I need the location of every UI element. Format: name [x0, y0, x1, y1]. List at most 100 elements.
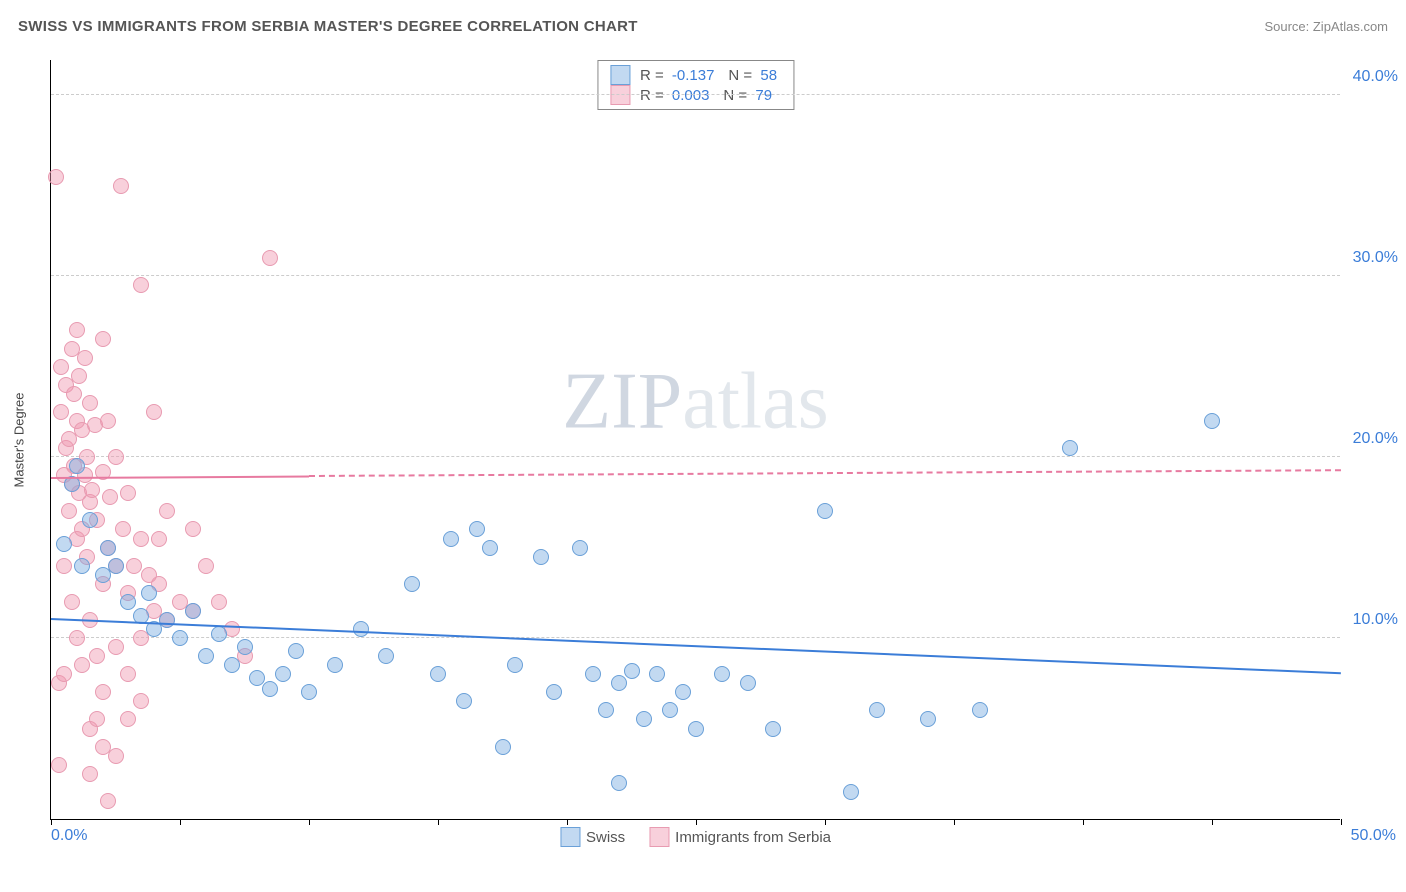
x-tick-label: 0.0% — [51, 827, 87, 845]
series-legend: Swiss Immigrants from Serbia — [560, 827, 831, 847]
scatter-point — [327, 657, 343, 673]
legend-swatch — [610, 65, 630, 85]
scatter-point — [113, 178, 129, 194]
scatter-point — [100, 540, 116, 556]
scatter-point — [740, 675, 756, 691]
scatter-point — [100, 413, 116, 429]
x-tick — [180, 819, 181, 825]
watermark: ZIPatlas — [562, 356, 829, 447]
scatter-point — [82, 395, 98, 411]
scatter-point — [84, 482, 100, 498]
scatter-point — [56, 666, 72, 682]
scatter-point — [95, 684, 111, 700]
scatter-point — [66, 386, 82, 402]
scatter-point — [108, 748, 124, 764]
scatter-point — [120, 666, 136, 682]
scatter-point — [456, 693, 472, 709]
scatter-point — [843, 784, 859, 800]
scatter-point — [82, 766, 98, 782]
scatter-point — [611, 775, 627, 791]
scatter-point — [56, 536, 72, 552]
scatter-point — [430, 666, 446, 682]
scatter-point — [108, 449, 124, 465]
scatter-point — [972, 702, 988, 718]
scatter-point — [151, 531, 167, 547]
x-tick — [696, 819, 697, 825]
x-tick — [1083, 819, 1084, 825]
scatter-point — [301, 684, 317, 700]
y-tick-label: 20.0% — [1353, 430, 1398, 448]
scatter-point — [482, 540, 498, 556]
legend-label: Swiss — [586, 829, 625, 846]
x-tick — [567, 819, 568, 825]
scatter-point — [120, 485, 136, 501]
scatter-point — [611, 675, 627, 691]
scatter-point — [74, 657, 90, 673]
scatter-point — [688, 721, 704, 737]
x-tick — [954, 819, 955, 825]
scatter-point — [211, 594, 227, 610]
trend-line — [309, 470, 1341, 478]
scatter-point — [115, 521, 131, 537]
scatter-point — [69, 630, 85, 646]
scatter-point — [378, 648, 394, 664]
legend-item: Swiss — [560, 827, 625, 847]
scatter-point — [585, 666, 601, 682]
scatter-point — [288, 643, 304, 659]
gridline — [51, 94, 1340, 95]
legend-swatch — [560, 827, 580, 847]
x-tick — [438, 819, 439, 825]
legend-item: Immigrants from Serbia — [649, 827, 831, 847]
scatter-point — [598, 702, 614, 718]
scatter-chart: Master's Degree ZIPatlas R = -0.137N = 5… — [50, 60, 1340, 820]
scatter-point — [662, 702, 678, 718]
scatter-point — [120, 711, 136, 727]
scatter-point — [159, 503, 175, 519]
y-tick-label: 40.0% — [1353, 68, 1398, 86]
chart-title: SWISS VS IMMIGRANTS FROM SERBIA MASTER'S… — [18, 18, 638, 35]
legend-swatch — [649, 827, 669, 847]
y-axis-label: Master's Degree — [12, 392, 27, 487]
scatter-point — [89, 648, 105, 664]
scatter-point — [172, 630, 188, 646]
x-tick — [1341, 819, 1342, 825]
scatter-point — [102, 489, 118, 505]
scatter-point — [95, 739, 111, 755]
scatter-point — [53, 359, 69, 375]
scatter-point — [636, 711, 652, 727]
trend-line — [51, 475, 309, 478]
scatter-point — [108, 639, 124, 655]
scatter-point — [533, 549, 549, 565]
scatter-point — [89, 711, 105, 727]
x-tick-label: 50.0% — [1351, 827, 1396, 845]
scatter-point — [126, 558, 142, 574]
scatter-point — [495, 739, 511, 755]
scatter-point — [133, 277, 149, 293]
scatter-point — [869, 702, 885, 718]
scatter-point — [546, 684, 562, 700]
legend-n-label: N = 58 — [728, 67, 781, 84]
gridline — [51, 637, 1340, 638]
scatter-point — [624, 663, 640, 679]
scatter-point — [185, 521, 201, 537]
x-tick — [1212, 819, 1213, 825]
scatter-point — [1204, 413, 1220, 429]
scatter-point — [61, 503, 77, 519]
correlation-legend: R = -0.137N = 58R = 0.003N = 79 — [597, 60, 794, 110]
scatter-point — [353, 621, 369, 637]
scatter-point — [141, 585, 157, 601]
scatter-point — [817, 503, 833, 519]
legend-label: Immigrants from Serbia — [675, 829, 831, 846]
scatter-point — [920, 711, 936, 727]
chart-source: Source: ZipAtlas.com — [1264, 19, 1388, 34]
x-tick — [51, 819, 52, 825]
x-tick — [309, 819, 310, 825]
scatter-point — [77, 350, 93, 366]
legend-row: R = -0.137N = 58 — [610, 65, 781, 85]
scatter-point — [95, 331, 111, 347]
scatter-point — [108, 558, 124, 574]
scatter-point — [64, 594, 80, 610]
scatter-point — [56, 558, 72, 574]
y-tick-label: 10.0% — [1353, 611, 1398, 629]
scatter-point — [48, 169, 64, 185]
